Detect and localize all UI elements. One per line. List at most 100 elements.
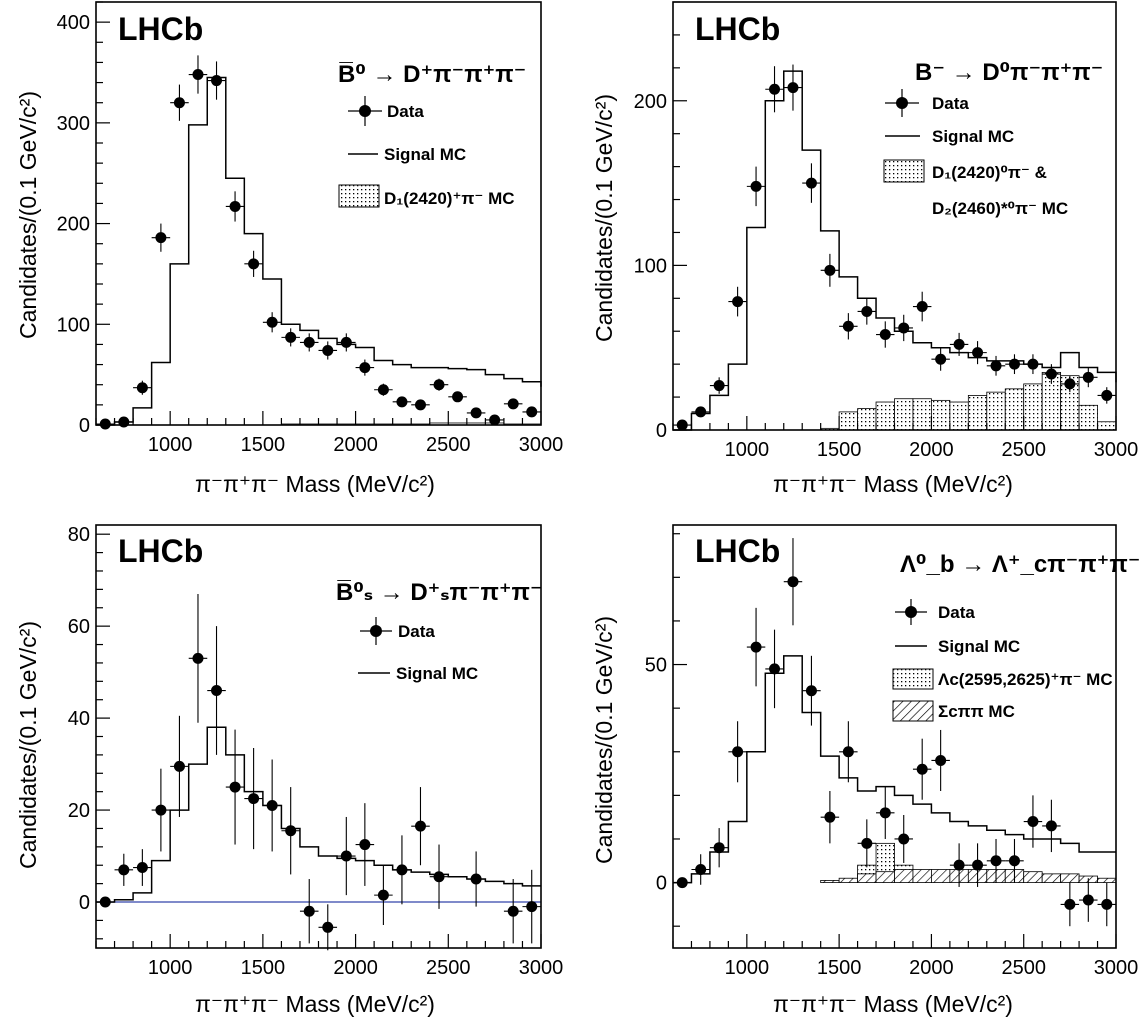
data-point: [931, 729, 950, 792]
data-point: [188, 55, 208, 94]
y-axis-label: Candidates/(0.1 GeV/c²): [15, 91, 41, 339]
data-marker: [787, 576, 799, 588]
x-tick-label: 2000: [333, 434, 378, 456]
data-point: [894, 314, 913, 342]
legend-entry-signal-mc: Signal MC: [348, 145, 466, 164]
data-point: [1042, 799, 1061, 853]
data-marker: [118, 864, 130, 876]
bkg-hatch-bin: [1023, 871, 1043, 883]
data-point: [1060, 375, 1080, 393]
x-axis-label: π⁻π⁺π⁻ Mass (MeV/c²): [773, 991, 1013, 1017]
data-marker: [805, 685, 817, 697]
bkg-hatch-bin: [857, 873, 877, 883]
legend-label-lc-mc: Λc(2595,2625)⁺π⁻ MC: [938, 670, 1113, 689]
y-tick-label: 400: [57, 12, 90, 34]
x-tick-label: 1000: [148, 957, 193, 979]
data-marker: [916, 763, 928, 775]
legend-label-sigma-mc: Σcππ MC: [938, 702, 1015, 721]
lhcb-label: LHCb: [118, 11, 203, 47]
bkg-hatch-bin: [912, 869, 932, 883]
decay-label: B⁻ → D⁰π⁻π⁺π⁻: [915, 59, 1103, 86]
data-marker: [1027, 816, 1039, 828]
data-series: [673, 538, 1116, 927]
legend-label-d1-mc: D₁(2420)⁺π⁻ MC: [384, 189, 515, 208]
data-marker: [470, 407, 482, 419]
x-tick-label: 1000: [725, 957, 770, 979]
data-point: [765, 629, 784, 709]
data-point: [949, 843, 969, 887]
data-point: [225, 729, 245, 845]
data-marker: [750, 641, 762, 653]
legend-label-signal-mc: Signal MC: [384, 145, 466, 164]
x-tick-label: 1000: [148, 434, 193, 456]
signal-mc-histogram: [673, 70, 1117, 431]
data-point: [802, 163, 821, 203]
plot-area: 1000 1500 2000 2500 3000 0 50: [645, 524, 1138, 979]
data-point: [912, 738, 932, 800]
data-marker: [155, 804, 167, 816]
data-point: [709, 828, 729, 868]
data-marker: [377, 889, 389, 901]
data-marker: [359, 362, 371, 374]
y-axis-label: Candidates/(0.1 GeV/c²): [591, 616, 617, 864]
data-marker: [155, 232, 167, 244]
data-marker: [192, 652, 204, 664]
data-marker: [990, 855, 1002, 867]
data-point: [151, 223, 171, 252]
data-marker: [526, 901, 538, 913]
data-point: [355, 803, 375, 886]
data-point: [188, 593, 208, 723]
data-point: [466, 407, 486, 419]
data-point: [820, 791, 840, 844]
legend-entry-data: Data: [360, 617, 435, 645]
x-axis: 1000 1500 2000 2500 3000: [95, 411, 563, 456]
y-tick-label: 200: [57, 214, 90, 236]
legend-entry-signal-mc: Signal MC: [895, 637, 1020, 656]
bkg-dots-bin: [1078, 404, 1098, 431]
data-point: [1097, 882, 1116, 927]
bkg-dots-bin: [857, 408, 877, 431]
data-point: [802, 655, 821, 726]
legend-label-dstar-mc-1: D₁(2420)⁰π⁻ &: [932, 163, 1047, 182]
plot-frame: [672, 524, 1117, 949]
data-point: [839, 721, 858, 783]
data-point: [857, 819, 877, 868]
data-point: [318, 341, 338, 360]
legend-label-data: Data: [938, 603, 975, 622]
data-marker: [935, 353, 947, 365]
bkg-dots-bin: [986, 391, 1006, 431]
bkg-hatch-bin: [820, 880, 840, 883]
y-tick-label: 100: [57, 314, 90, 336]
y-axis: 0 20 40 60 80: [68, 524, 110, 940]
y-tick-label: 0: [656, 420, 667, 442]
data-series: [673, 64, 1116, 431]
data-point: [374, 865, 393, 926]
bkg-dots-bin: [912, 398, 932, 431]
data-point: [1005, 354, 1024, 375]
legend: Data Signal MC D₁(2420)⁰π⁻ & D₂(2460)*⁰π…: [883, 89, 1068, 218]
x-tick-label: 2500: [426, 957, 471, 979]
data-marker: [340, 336, 352, 348]
bkg-hatch-bin: [931, 869, 951, 883]
data-point: [1023, 795, 1043, 848]
x-axis: 1000 1500 2000 2500 3000: [672, 934, 1138, 979]
data-point: [1097, 387, 1116, 404]
y-tick-label: 100: [634, 255, 667, 277]
data-marker: [1082, 371, 1094, 383]
data-point: [225, 191, 245, 222]
y-tick-label: 0: [79, 892, 90, 914]
data-marker: [414, 399, 426, 411]
data-point: [244, 747, 263, 850]
data-marker: [861, 837, 873, 849]
data-point: [857, 298, 877, 325]
data-point: [96, 418, 115, 430]
data-point: [912, 291, 932, 322]
bkg-hatch-bin: [875, 871, 895, 883]
data-point: [262, 759, 282, 852]
data-marker: [732, 296, 744, 308]
data-marker: [1101, 389, 1113, 401]
data-point: [466, 851, 486, 907]
data-point: [820, 253, 840, 287]
data-marker: [229, 200, 241, 212]
